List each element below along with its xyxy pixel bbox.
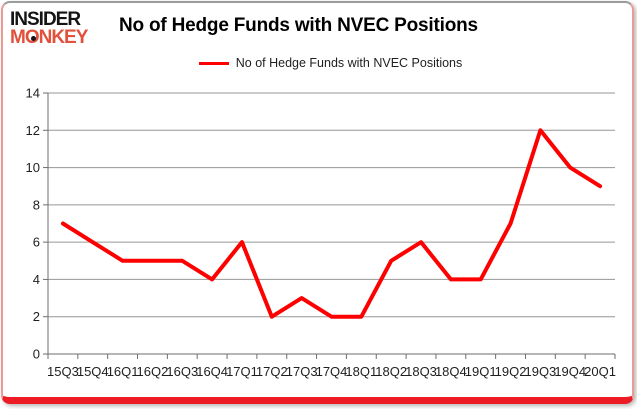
x-tick-label: 18Q4 [435,364,467,379]
logo-monkey-text: MONKEY [10,27,88,48]
logo-insider-text: INSIDER [10,9,81,30]
x-tick-label: 19Q4 [554,364,586,379]
y-tick-label: 8 [33,197,40,212]
insider-monkey-logo: INSIDER MONKEY [10,9,110,48]
y-tick-label: 0 [33,347,40,362]
x-tick-label: 17Q4 [316,364,348,379]
legend-line-swatch [198,61,229,65]
chart-card: INSIDER MONKEY No of Hedge Funds with NV… [1,1,634,404]
x-tick-label: 16Q2 [137,364,169,379]
x-tick-label: 15Q4 [77,364,109,379]
x-tick-label: 16Q4 [196,364,228,379]
series-line [60,128,603,319]
y-tick-label: 10 [26,160,40,175]
x-tick-label: 17Q3 [286,364,318,379]
y-tick-label: 12 [26,123,40,138]
x-tick-label: 18Q1 [345,364,377,379]
x-tick-label: 17Q2 [256,364,288,379]
x-tick-label: 19Q2 [495,364,527,379]
y-tick-label: 14 [26,86,40,101]
x-tick-label: 15Q3 [47,364,79,379]
monkey-o-dot-icon [31,36,36,41]
x-tick-label: 20Q1 [584,364,616,379]
legend-label: No of Hedge Funds with NVEC Positions [235,56,463,70]
y-tick-label: 6 [33,235,40,250]
x-tick-label: 18Q3 [405,364,437,379]
y-tick-label: 4 [33,272,40,287]
x-tick-label: 18Q2 [375,364,407,379]
x-tick-label: 16Q3 [166,364,198,379]
y-tick-label: 2 [33,309,40,324]
x-tick-label: 17Q1 [226,364,258,379]
x-tick-label: 19Q1 [465,364,497,379]
chart-legend: No of Hedge Funds with NVEC Positions [47,56,614,70]
x-tick-label: 19Q3 [524,364,556,379]
chart-title: No of Hedge Funds with NVEC Positions [119,15,478,36]
x-tick-label: 16Q1 [107,364,139,379]
